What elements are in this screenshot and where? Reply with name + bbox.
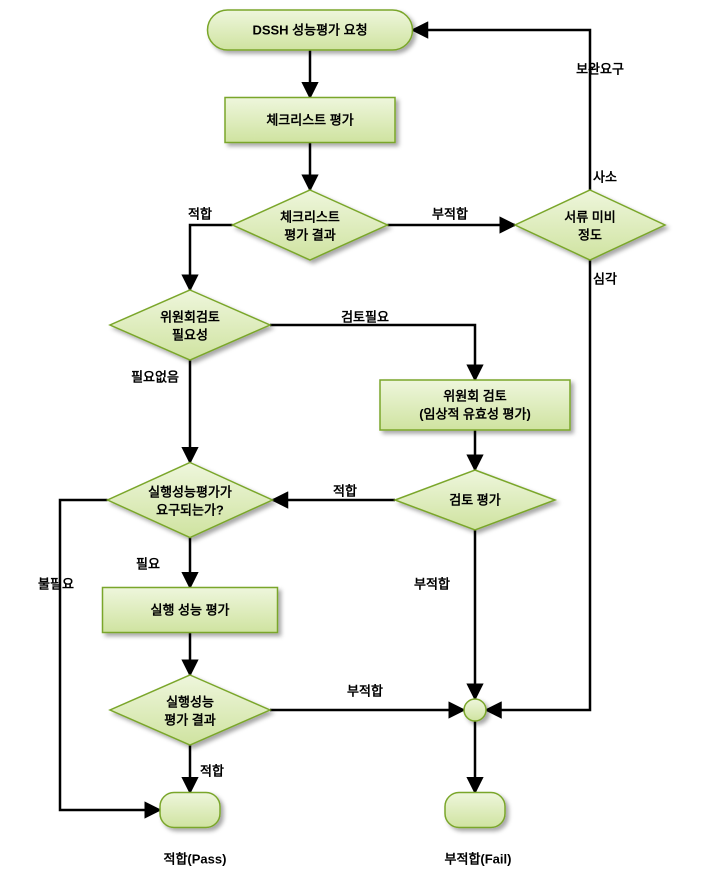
svg-text:실행성능평가가: 실행성능평가가 [148, 484, 232, 499]
label-l_fail: 부적합(Fail) [445, 851, 512, 866]
node-junction [464, 699, 486, 721]
label-l_pass: 적합(Pass) [164, 851, 227, 866]
node-needperf: 실행성능평가가요구되는가? [108, 463, 273, 538]
svg-text:위원회검토: 위원회검토 [160, 309, 220, 324]
node-perfeval: 실행 성능 평가 [103, 588, 278, 633]
svg-text:DSSH 성능평가 요청: DSSH 성능평가 요청 [252, 22, 367, 37]
node-docdef: 서류 미비정도 [515, 190, 665, 260]
svg-text:요구되는가?: 요구되는가? [156, 502, 224, 517]
node-revieweval: 검토 평가 [395, 470, 555, 530]
node-pass [160, 793, 220, 828]
svg-text:정도: 정도 [578, 227, 602, 242]
node-checklist: 체크리스트 평가 [225, 98, 395, 143]
node-perfresult: 실행성능평가 결과 [110, 675, 270, 745]
edge-labels-group: 적합부적합사소심각보완요구검토필요필요없음적합부적합필요불필요부적합적합적합(P… [38, 61, 624, 866]
label-l_needrev: 검토필요 [341, 309, 389, 324]
node-start: DSSH 성능평가 요청 [208, 10, 413, 50]
svg-text:필요성: 필요성 [172, 327, 208, 342]
svg-text:실행성능: 실행성능 [166, 694, 214, 709]
svg-text:체크리스트 평가: 체크리스트 평가 [266, 112, 353, 127]
node-needcomm: 위원회검토필요성 [110, 290, 270, 360]
label-l_noneed: 필요없음 [131, 369, 179, 384]
label-l_noneed2: 불필요 [38, 576, 74, 591]
node-fail [445, 793, 505, 828]
node-commreview: 위원회 검토 (임상적 유효성 평가) [380, 380, 570, 430]
svg-text:실행 성능 평가: 실행 성능 평가 [151, 602, 230, 617]
label-l_suit1: 적합 [188, 206, 212, 221]
label-l_suit2: 적합 [333, 483, 357, 498]
svg-text:평가 결과: 평가 결과 [284, 227, 335, 242]
label-l_minor: 사소 [593, 169, 617, 184]
label-l_unsuit3: 부적합 [347, 683, 383, 698]
label-l_unsuit2: 부적합 [414, 576, 450, 591]
label-l_suit3: 적합 [200, 763, 224, 778]
label-l_need: 필요 [136, 556, 160, 571]
svg-text:위원회 검토: 위원회 검토 [443, 388, 506, 403]
svg-text:(임상적 유효성 평가): (임상적 유효성 평가) [419, 406, 531, 421]
svg-text:검토 평가: 검토 평가 [449, 492, 500, 507]
nodes-group: DSSH 성능평가 요청체크리스트 평가체크리스트평가 결과 서류 미비정도위원회… [103, 10, 666, 828]
label-l_serious: 심각 [593, 271, 617, 286]
label-l_supplement: 보완요구 [576, 61, 624, 76]
label-l_unsuit1: 부적합 [432, 206, 468, 221]
svg-text:체크리스트: 체크리스트 [280, 209, 340, 224]
flowchart-canvas: DSSH 성능평가 요청체크리스트 평가체크리스트평가 결과 서류 미비정도위원회… [0, 0, 718, 882]
node-checkresult: 체크리스트평가 결과 [233, 190, 388, 260]
svg-text:평가 결과: 평가 결과 [164, 712, 215, 727]
svg-text:서류 미비: 서류 미비 [564, 209, 615, 224]
